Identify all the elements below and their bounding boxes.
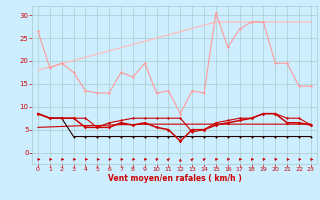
X-axis label: Vent moyen/en rafales ( km/h ): Vent moyen/en rafales ( km/h ) bbox=[108, 174, 241, 183]
